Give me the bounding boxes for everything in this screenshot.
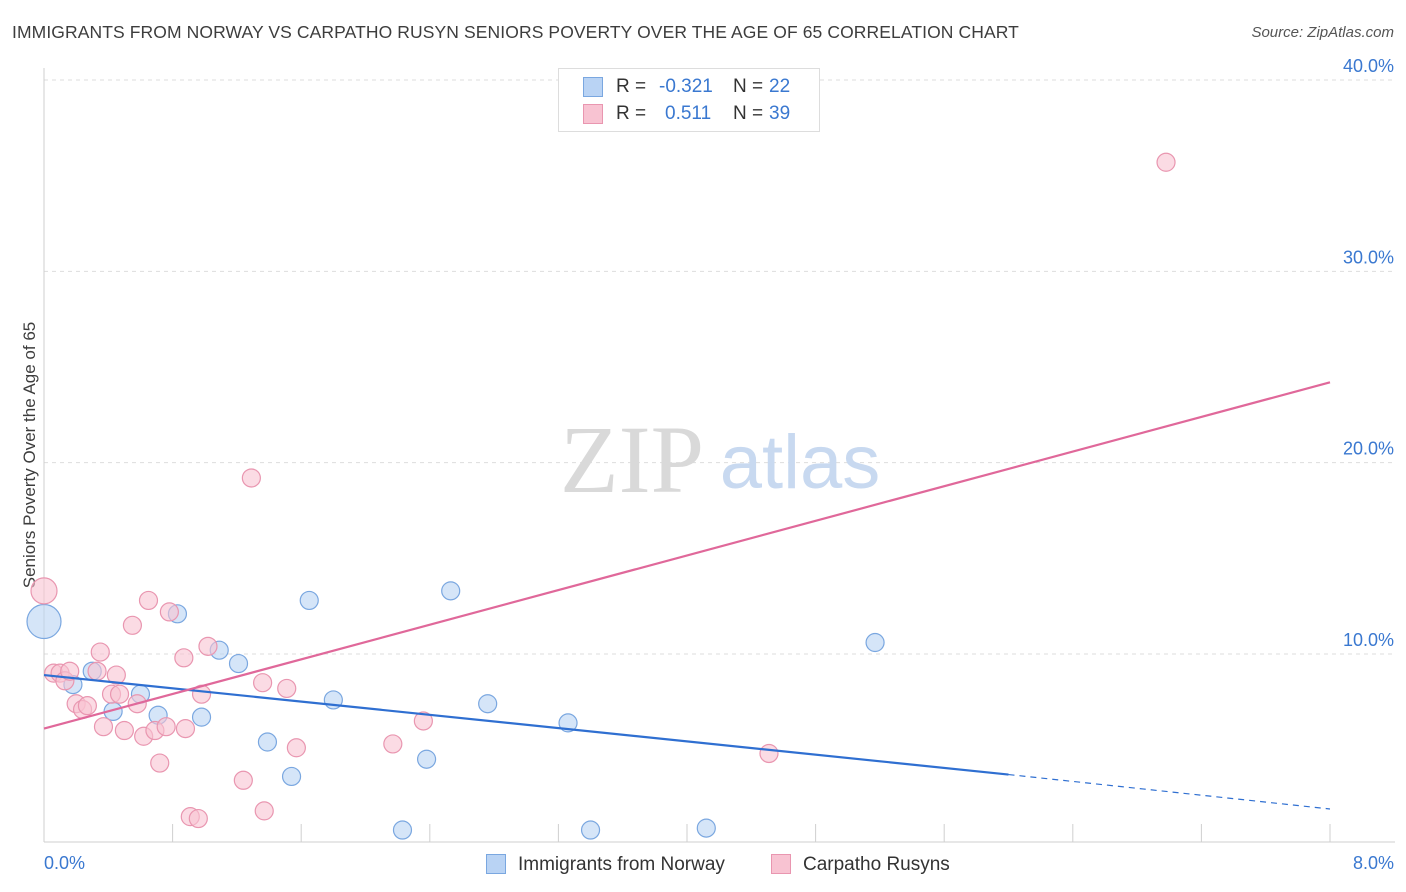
norway-point <box>580 820 601 840</box>
rusyn-point <box>122 615 143 635</box>
norway-point <box>191 707 212 727</box>
rusyn-point <box>138 590 159 611</box>
rusyn-point <box>87 661 107 681</box>
watermark-atlas: atlas <box>720 420 881 505</box>
rusyn-point <box>174 648 194 668</box>
legend-n-label: N = <box>733 103 764 124</box>
norway-point <box>865 632 885 653</box>
norway-point <box>281 766 302 787</box>
norway-point <box>478 694 498 714</box>
rusyn-point <box>1156 152 1176 172</box>
norway-point <box>257 732 278 752</box>
rusyn-point <box>150 753 170 773</box>
tick-labels: 10.0% 20.0% 30.0% 40.0% 0.0% 8.0% <box>44 56 1394 873</box>
norway-point <box>696 818 716 838</box>
legend-r-value: 0.511 <box>665 103 712 124</box>
x-tick-label: 0.0% <box>44 853 85 873</box>
legend-r-value: -0.321 <box>659 76 713 97</box>
correlation-legend: R = -0.321 N = 22 R = 0.511 N = 39 <box>558 68 820 132</box>
y-tick-label: 10.0% <box>1343 630 1394 650</box>
norway-point <box>558 713 578 733</box>
legend-n-value: 22 <box>769 76 791 97</box>
chart-title: IMMIGRANTS FROM NORWAY VS CARPATHO RUSYN… <box>12 22 1019 42</box>
legend-n-value: 39 <box>769 103 791 124</box>
rusyn-point <box>77 696 98 716</box>
norway-trend-line <box>43 673 1009 776</box>
source-label: Source: ZipAtlas.com <box>1251 24 1394 41</box>
rusyn-point <box>109 684 130 704</box>
rusyn-point <box>93 717 114 737</box>
watermark: ZIP atlas <box>560 406 880 513</box>
norway-trend-extension <box>1008 773 1331 810</box>
trend-lines <box>43 381 1331 810</box>
bottom-legend-label: Immigrants from Norway <box>518 854 725 875</box>
rusyn-point <box>175 719 196 739</box>
norway-point <box>299 590 319 611</box>
rusyn-point <box>30 577 58 605</box>
norway-point <box>228 653 249 674</box>
watermark-zip: ZIP <box>560 406 704 513</box>
y-tick-label: 20.0% <box>1343 439 1394 459</box>
rusyn-point <box>114 720 134 741</box>
gridlines <box>44 79 1395 655</box>
bottom-legend-label: Carpatho Rusyns <box>803 854 950 875</box>
rusyn-point <box>60 661 80 681</box>
data-points <box>26 152 1176 840</box>
rusyn-point <box>759 743 779 764</box>
y-tick-label: 30.0% <box>1343 247 1394 267</box>
rusyn-point <box>188 808 208 829</box>
rusyn-point <box>106 665 126 685</box>
legend-r-label: R = <box>616 76 647 97</box>
rusyn-point <box>413 711 433 731</box>
x-tick-label: 8.0% <box>1353 853 1394 873</box>
rusyn-point <box>90 642 110 662</box>
rusyn-point <box>383 734 403 754</box>
legend-n-label: N = <box>733 76 764 97</box>
rusyn-point <box>159 602 179 622</box>
rusyn-trend-line <box>43 381 1331 730</box>
legend-swatch-pink <box>771 854 791 874</box>
legend-r-label: R = <box>616 103 647 124</box>
rusyn-point <box>254 801 274 821</box>
rusyn-point <box>253 673 273 693</box>
norway-point <box>441 581 461 601</box>
rusyn-point <box>241 468 261 488</box>
y-tick-label: 40.0% <box>1343 56 1394 76</box>
axes <box>43 68 1395 843</box>
norway-point <box>416 749 437 769</box>
norway-point <box>392 820 413 840</box>
rusyn-point <box>277 678 297 699</box>
legend-swatch-blue <box>583 77 603 97</box>
rusyn-point <box>233 770 253 790</box>
rusyn-point <box>198 636 218 656</box>
legend-swatch-blue <box>486 854 506 874</box>
legend-swatch-pink <box>583 104 603 124</box>
norway-point <box>26 603 62 640</box>
rusyn-point <box>156 717 176 737</box>
rusyn-point <box>286 738 306 758</box>
